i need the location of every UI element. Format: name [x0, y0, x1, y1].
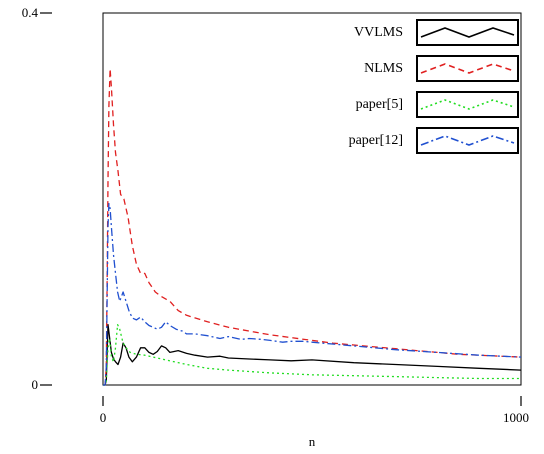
x-axis-title: n [309, 434, 316, 449]
y-tick-label: 0.4 [22, 5, 39, 20]
series-line-vvlms [103, 323, 522, 386]
x-tick-label: 0 [100, 410, 107, 425]
legend-label: paper[5] [356, 97, 403, 112]
legend-label: NLMS [364, 61, 403, 76]
legend-swatch-line [420, 27, 515, 38]
x-tick-label: 1000 [503, 410, 529, 425]
series-line-paper-12 [103, 203, 522, 386]
legend-swatch-line [420, 135, 515, 146]
series-line-nlms [103, 68, 522, 386]
axis-layer: 0 0.4 0 1000 n [22, 5, 529, 449]
legend-swatch-line [420, 99, 515, 110]
legend-label: VVLMS [354, 25, 403, 40]
legend-label: paper[12] [349, 133, 403, 148]
y-tick-label: 0 [32, 377, 39, 392]
series-layer [103, 68, 522, 386]
legend-swatch-line [420, 63, 515, 74]
legend-swatch-box [416, 127, 519, 154]
legend: VVLMS NLMS paper[5] paper[12] [349, 19, 519, 154]
series-line-paper-5 [103, 323, 521, 386]
legend-swatch-box [416, 91, 519, 118]
